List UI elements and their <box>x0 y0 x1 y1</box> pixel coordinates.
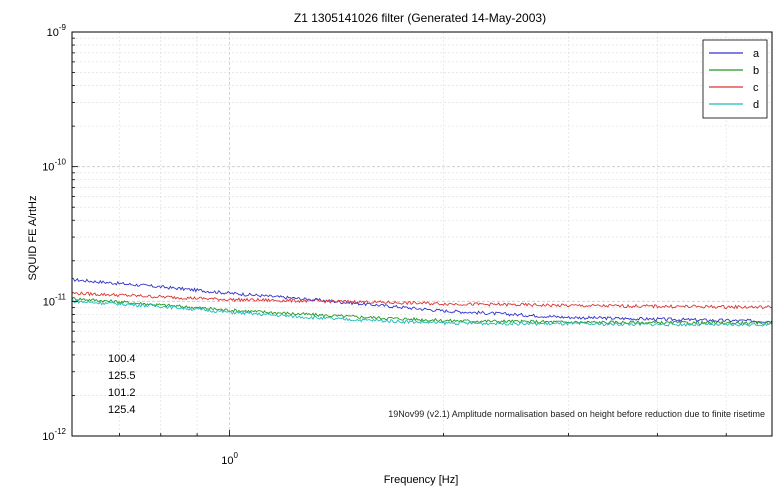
series-line-a <box>71 277 773 324</box>
chart-title: Z1 1305141026 filter (Generated 14-May-2… <box>294 11 546 25</box>
x-axis-label: Frequency [Hz] <box>384 474 459 486</box>
legend-label-b: b <box>753 65 759 77</box>
legend-label-c: c <box>753 82 759 94</box>
series-line-b <box>71 296 773 326</box>
y-tick-label: 10-11 <box>43 292 67 308</box>
annotation: 19Nov99 (v2.1) Amplitude normalisation b… <box>388 409 765 419</box>
y-tick-label: 10-12 <box>42 427 66 443</box>
value-label: 100.4 <box>108 353 136 365</box>
y-tick-label: 10-10 <box>42 158 66 174</box>
series-line-d <box>71 299 773 328</box>
plot-frame <box>71 31 773 437</box>
legend-label-d: d <box>753 99 759 111</box>
y-axis-label: SQUID FE A/rtHz <box>27 196 39 281</box>
value-labels: 100.4 125.5 101.2 125.4 <box>108 353 136 416</box>
value-label: 101.2 <box>108 387 136 399</box>
grid <box>71 32 772 437</box>
value-label: 125.4 <box>108 404 136 416</box>
value-label: 125.5 <box>108 370 136 382</box>
series-layer <box>71 277 773 328</box>
series-line-c <box>71 291 773 310</box>
x-tick-label: 100 <box>221 451 238 467</box>
legend-label-a: a <box>753 48 760 60</box>
ticks <box>71 37 727 437</box>
y-tick-label: 10-9 <box>47 23 67 39</box>
